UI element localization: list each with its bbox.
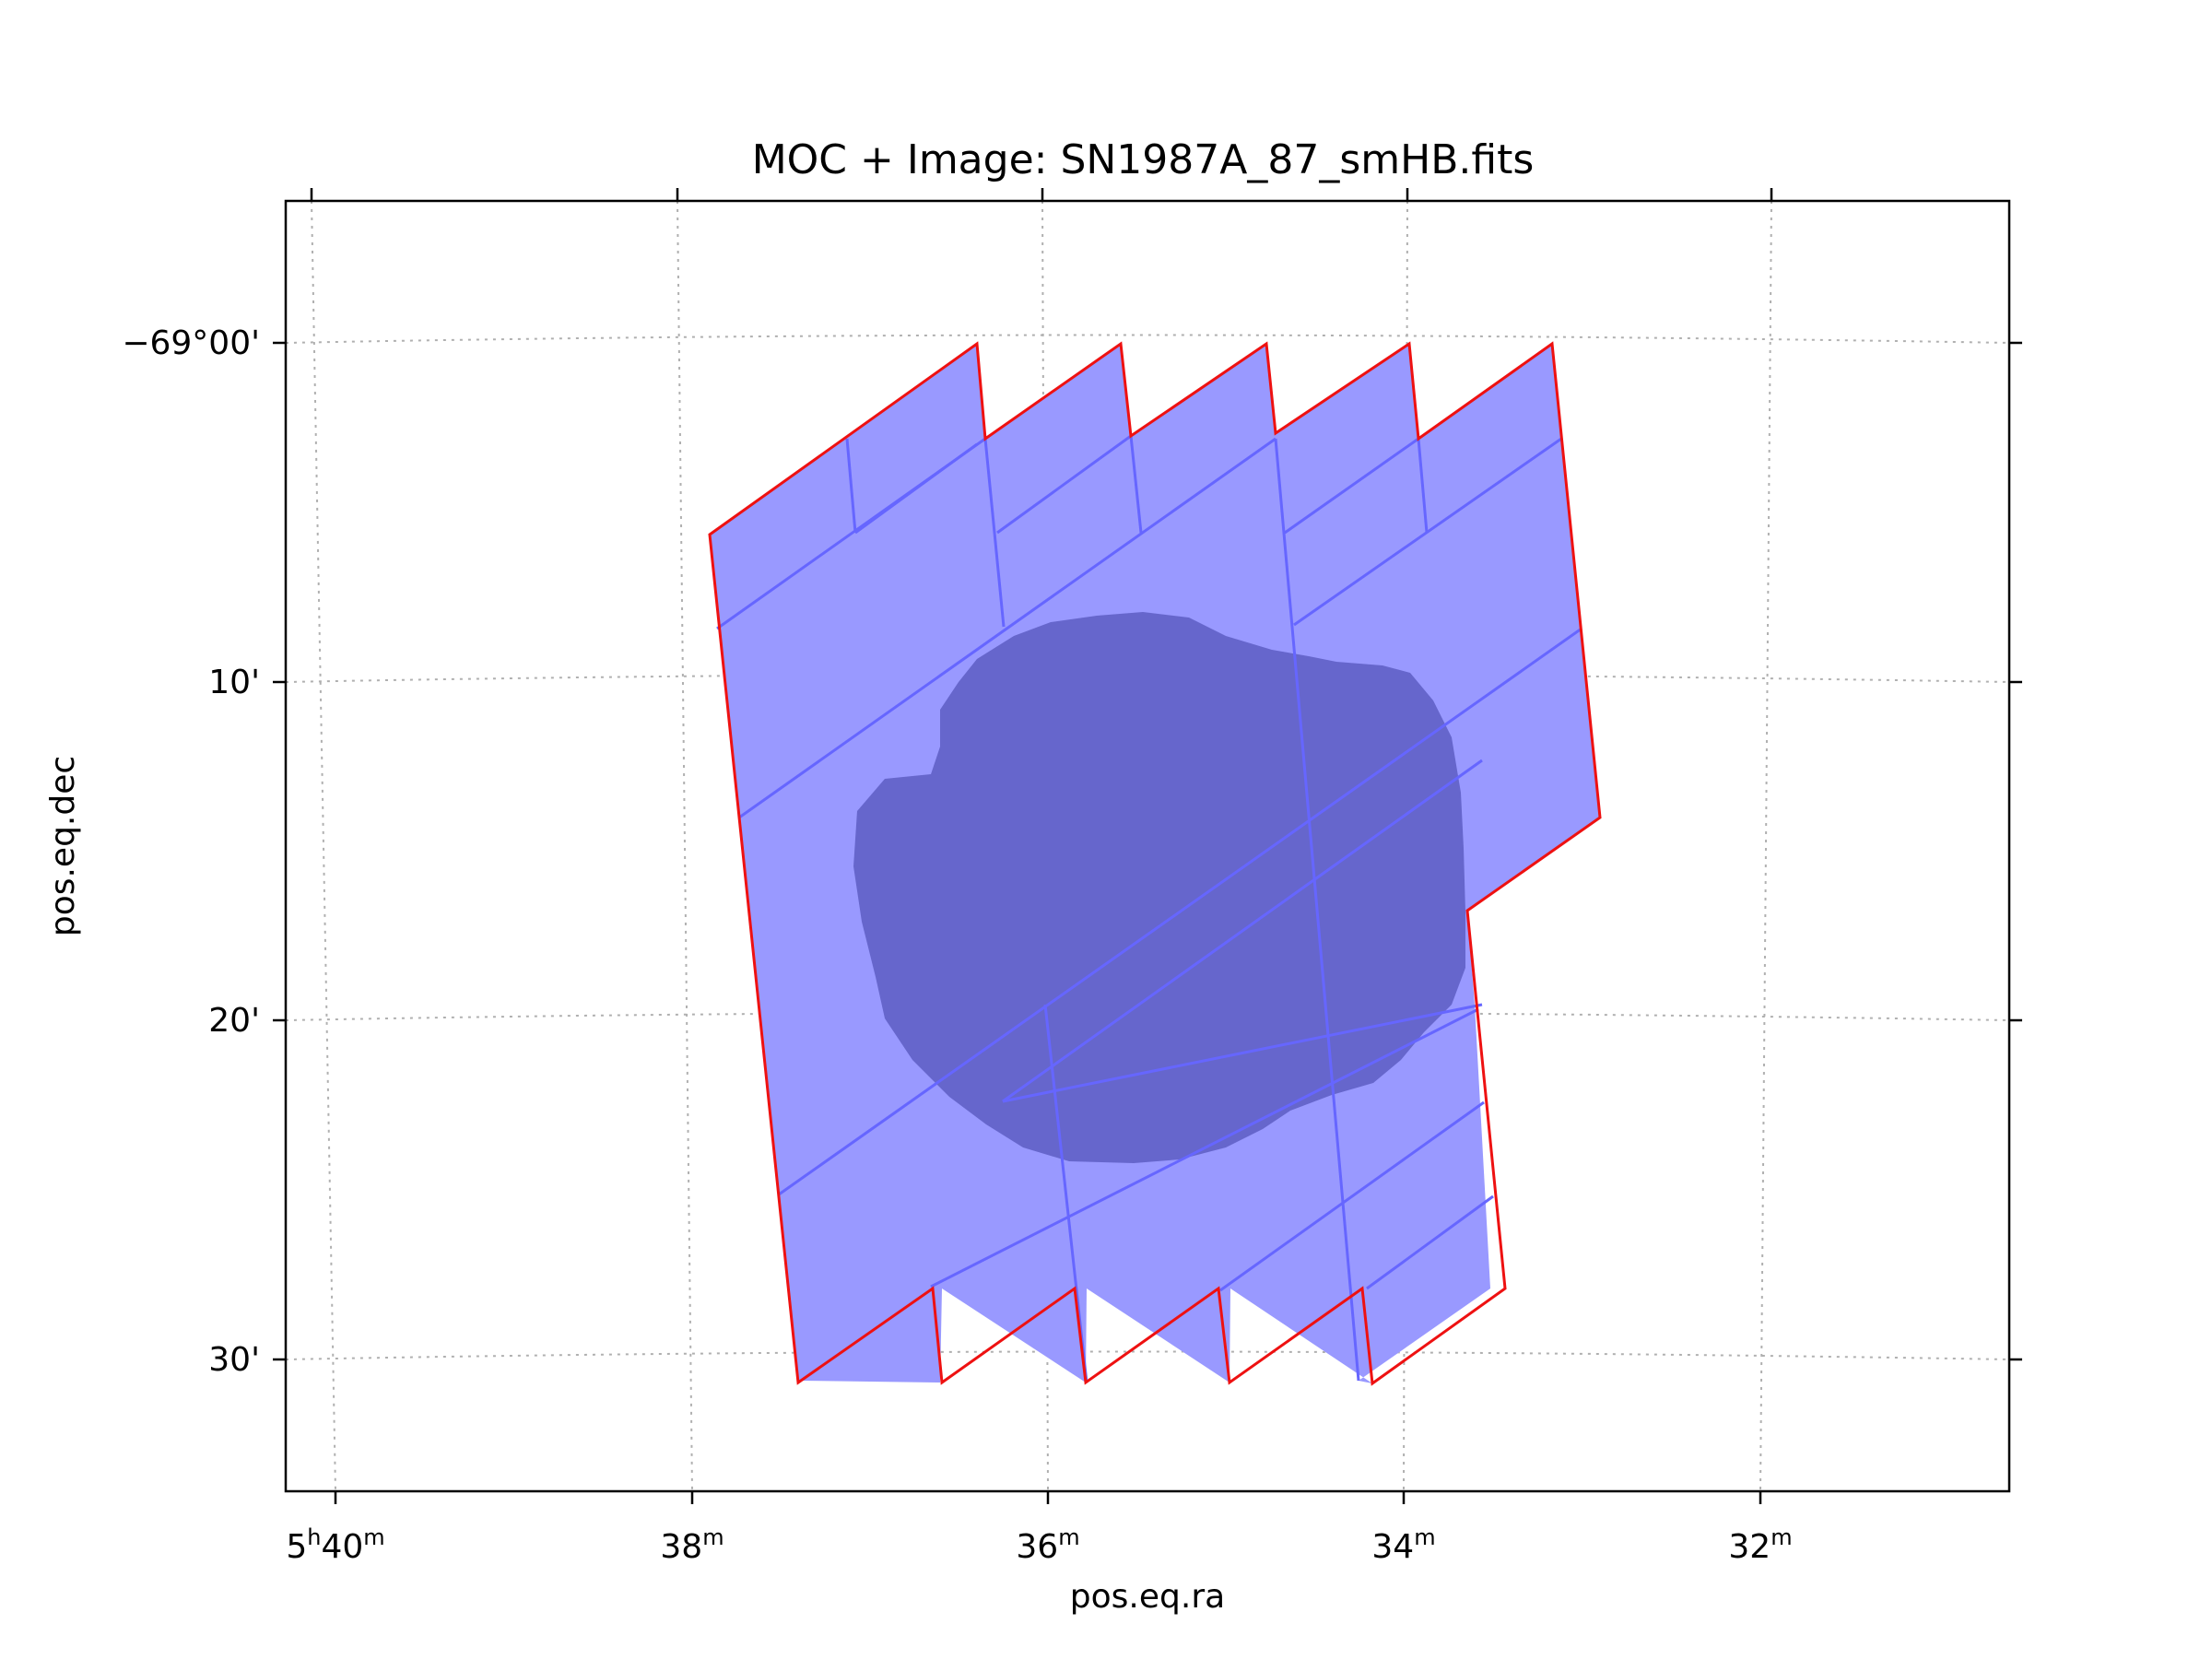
moc-cell-edge <box>1417 438 1429 534</box>
x-tick-label-m-sup: m <box>1414 1524 1435 1550</box>
x-tick-label-value: 40 <box>321 1528 363 1566</box>
x-tick-label-36: 36m <box>1016 1524 1079 1566</box>
moc-cell-edge <box>1284 437 1419 535</box>
x-tick-label-h-sup: h <box>307 1524 321 1550</box>
x-tick-label-value: 34 <box>1371 1528 1414 1566</box>
x-tick-label-m-sup: m <box>702 1524 724 1550</box>
tick-marks <box>273 188 2022 1504</box>
image-footprint <box>853 612 1465 1163</box>
x-tick-label-value: 38 <box>660 1528 702 1566</box>
y-tick-label-10: 10' <box>208 664 260 701</box>
x-tick-label-value: 32 <box>1728 1528 1771 1566</box>
x-tick-label-hours: 5 <box>286 1528 307 1566</box>
chart-title: MOC + Image: SN1987A_87_smHB.fits <box>752 136 1535 183</box>
moc-cell-edge <box>738 437 1277 819</box>
moc-cell-edge <box>1002 759 1483 1103</box>
moc-border <box>708 341 1602 1386</box>
moc-cell-edge <box>1274 438 1360 1382</box>
y-tick-label-00: −69°00' <box>122 324 260 362</box>
x-tick-label-34: 34m <box>1371 1524 1435 1566</box>
axes-frame <box>284 199 2011 1493</box>
x-tick-label-m-sup: m <box>1771 1524 1792 1550</box>
x-tick-label-40: 5h40m <box>286 1524 384 1566</box>
x-tick-label-value: 36 <box>1016 1528 1058 1566</box>
x-tick-label-m-sup: m <box>1058 1524 1079 1550</box>
x-tick-label-32: 32m <box>1728 1524 1792 1566</box>
moc-cell-edge <box>854 442 978 535</box>
moc-cell-edge <box>1366 1194 1494 1290</box>
moc-cell-edge <box>1293 437 1562 627</box>
plot-area: 5h40m 38m 36m 34m 32m −69°00' 10' 20' 30… <box>122 188 2022 1566</box>
moc-cell-edge <box>996 434 1132 535</box>
x-tick-label-38: 38m <box>660 1524 724 1566</box>
moc-cell-edge <box>930 1007 1479 1288</box>
moc-cell-edge <box>845 438 857 534</box>
y-tick-label-30: 30' <box>208 1341 260 1379</box>
moc-cell-edge <box>1043 1004 1088 1383</box>
moc-cell-edge <box>1129 435 1143 534</box>
moc-cell-edge <box>1219 1100 1485 1292</box>
y-tick-label-20: 20' <box>208 1002 260 1040</box>
x-tick-label-m-sup: m <box>363 1524 384 1550</box>
moc-cell-edge <box>983 438 1006 628</box>
moc-cell-edge <box>1002 1003 1483 1103</box>
moc-cell-edges <box>716 434 1583 1383</box>
moc-cell-edge <box>778 627 1583 1196</box>
y-axis-label: pos.eq.dec <box>44 756 82 936</box>
x-axis-label: pos.eq.ra <box>1070 1578 1225 1616</box>
